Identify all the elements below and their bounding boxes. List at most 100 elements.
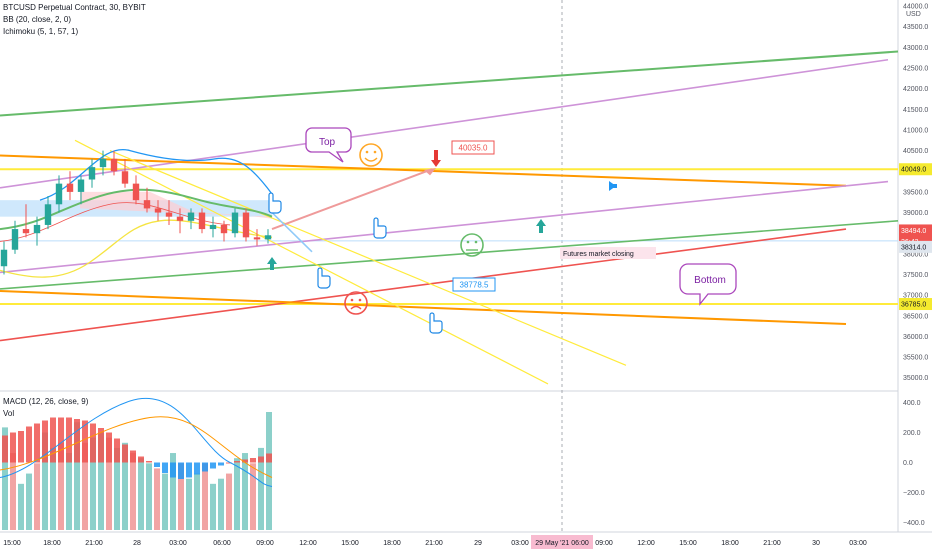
volume-bar: [122, 442, 128, 530]
candle-body: [44, 204, 52, 225]
price-tick-label: 35500.0: [903, 355, 928, 362]
smiley-sad-icon-eye: [358, 298, 362, 302]
legend-header: BTCUSD Perpetual Contract, 30, BYBIT BB …: [3, 2, 146, 38]
smiley-happy-icon-eye: [365, 150, 369, 154]
badge-38314: 38314.0: [901, 244, 926, 251]
volume-bar: [162, 473, 168, 530]
ichimoku-cloud-red: [80, 191, 272, 219]
macd-histogram-bar: [162, 462, 168, 473]
macd-tick-label: 400.0: [903, 400, 921, 407]
price-tick-label: 42000.0: [903, 86, 928, 93]
hand-pointer-icon: [268, 192, 282, 214]
macd-histogram-bar: [218, 462, 224, 466]
candle-body: [187, 212, 195, 221]
macd-histogram-bar: [234, 461, 240, 463]
volume-bar: [2, 427, 8, 530]
badge-36785-bg: [899, 298, 932, 311]
ichimoku-indicator-label: Ichimoku (5, 1, 57, 1): [3, 27, 79, 36]
trend-orange-top: [0, 154, 847, 187]
badge-38494-bg: [899, 224, 932, 237]
time-highlight-bg: [531, 535, 593, 549]
candle-body: [55, 183, 63, 205]
badge-40049: 40049.0: [901, 167, 926, 174]
smiley-neutral-icon-eye: [466, 240, 470, 244]
badge-38494: 38494.0: [901, 228, 926, 235]
price-label-40035-box: [451, 140, 495, 155]
macd-histogram-bar: [98, 428, 104, 463]
price-label-40035: 40035.0: [459, 144, 488, 153]
price-tick-label: 41000.0: [903, 127, 928, 134]
projection-down: [271, 211, 313, 253]
price-label-38778: 38778.5: [460, 281, 489, 290]
volume-bar: [18, 483, 24, 530]
candle-body: [33, 224, 41, 234]
macd-tick-label: 0.0: [903, 460, 913, 467]
volume-bar: [258, 447, 264, 530]
time-tick-label: 29: [474, 540, 482, 547]
macd-histogram-bar: [226, 462, 232, 464]
price-tick-label: 43000.0: [903, 45, 928, 52]
candle-body: [154, 208, 162, 213]
arrow-down-red-stem: [434, 150, 438, 160]
candle-body: [99, 158, 107, 168]
smiley-happy-icon-mouth: [364, 157, 378, 162]
volume-bar: [202, 463, 208, 530]
macd-tick-label: −400.0: [903, 520, 925, 527]
price-tick-label: 44000.0: [903, 4, 928, 11]
time-tick-label: 21:00: [85, 540, 103, 547]
candle-body: [253, 237, 261, 240]
candle-body: [220, 224, 228, 234]
badge-38314-bg: [899, 240, 932, 253]
trend-yellow-1: [74, 139, 549, 385]
time-tick-label: 03:00: [511, 540, 529, 547]
price-tick-label: 43500.0: [903, 24, 928, 31]
macd-histogram-bar: [42, 420, 48, 463]
hand-pointer-icon: [317, 267, 331, 289]
volume-bar: [234, 458, 240, 530]
candle-body: [22, 229, 30, 234]
macd-histogram-bar: [82, 420, 88, 463]
callout-bottom: [679, 263, 737, 306]
volume-bar: [210, 483, 216, 530]
macd-histogram-bar: [122, 444, 128, 463]
macd-histogram-bar: [26, 426, 32, 463]
candle-body: [110, 158, 118, 172]
smiley-sad-icon: [344, 291, 368, 315]
volume-bar: [42, 432, 48, 530]
projection-up: [271, 168, 433, 231]
macd-histogram-bar: [202, 462, 208, 472]
callout-top-text: Top: [319, 137, 336, 148]
volume-bar: [82, 442, 88, 530]
price-tick-label: 37500.0: [903, 272, 928, 279]
volume-bar: [242, 453, 248, 530]
volume-bar: [26, 473, 32, 530]
macd-legend: MACD (12, 26, close, 9) Vol: [3, 396, 88, 420]
volume-bar: [218, 478, 224, 530]
macd-histogram-bar: [138, 456, 144, 463]
time-tick-label: 18:00: [43, 540, 61, 547]
trend-red-bottom: [0, 228, 847, 342]
macd-histogram-bar: [114, 438, 120, 463]
trend-orange-bottom: [0, 290, 847, 326]
macd-histogram-bar: [18, 431, 24, 463]
time-highlight-label: 29 May '21 06:00: [535, 540, 589, 547]
candle-body: [66, 183, 74, 192]
macd-histogram-bar: [66, 417, 72, 463]
smiley-neutral-icon: [460, 233, 484, 257]
time-tick-label: 12:00: [299, 540, 317, 547]
macd-histogram-bar: [58, 417, 64, 463]
volume-bar: [266, 412, 272, 530]
price-tick-label: 36000.0: [903, 334, 928, 341]
time-tick-label: 18:00: [383, 540, 401, 547]
macd-histogram-bar: [130, 450, 136, 463]
macd-line: [0, 398, 273, 487]
candle-body: [209, 224, 217, 230]
macd-histogram-bar: [242, 459, 248, 463]
price-tick-label: 36500.0: [903, 313, 928, 320]
price-tick-label: 35000.0: [903, 375, 928, 382]
trend-yellow-2: [109, 150, 627, 366]
candle-body: [176, 216, 184, 221]
callout-top: [305, 127, 352, 163]
